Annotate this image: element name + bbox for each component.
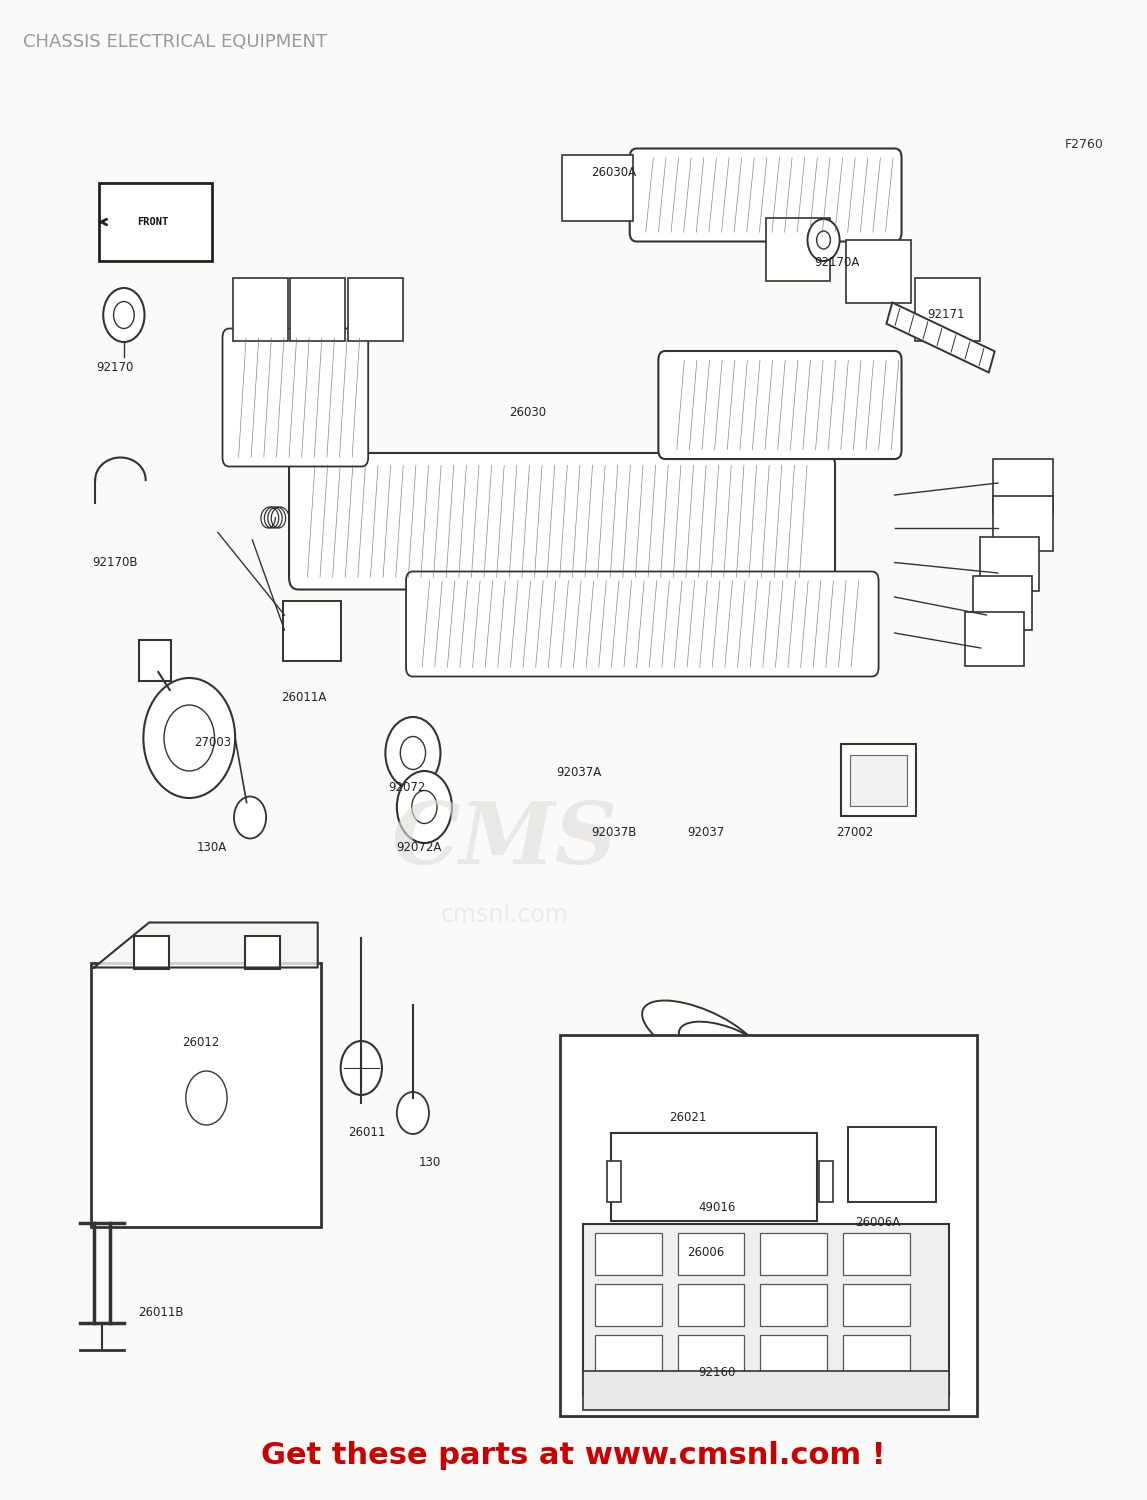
Circle shape [341,1041,382,1095]
FancyBboxPatch shape [595,1335,662,1377]
FancyBboxPatch shape [223,328,368,466]
Circle shape [234,796,266,838]
FancyBboxPatch shape [233,278,288,340]
Text: 130A: 130A [197,842,227,854]
FancyBboxPatch shape [819,1161,833,1202]
Text: Get these parts at www.cmsnl.com !: Get these parts at www.cmsnl.com ! [262,1440,885,1470]
Text: CMS: CMS [391,798,618,882]
FancyBboxPatch shape [595,1284,662,1326]
FancyBboxPatch shape [993,496,1053,550]
FancyBboxPatch shape [973,576,1032,630]
Text: 92037A: 92037A [556,766,602,778]
FancyBboxPatch shape [848,1126,936,1202]
FancyBboxPatch shape [562,154,633,220]
FancyBboxPatch shape [843,1233,910,1275]
Text: 92037: 92037 [687,827,724,839]
FancyBboxPatch shape [583,1224,949,1395]
FancyBboxPatch shape [91,963,321,1227]
Text: 92072: 92072 [389,782,426,794]
FancyBboxPatch shape [965,612,1024,666]
Text: 26011A: 26011A [281,692,327,703]
Text: 26006: 26006 [687,1246,724,1258]
Circle shape [103,288,145,342]
Text: cmsnl.com: cmsnl.com [440,903,569,927]
FancyBboxPatch shape [583,1371,949,1410]
FancyBboxPatch shape [843,1335,910,1377]
Text: FRONT: FRONT [136,217,169,226]
FancyBboxPatch shape [134,936,169,969]
FancyBboxPatch shape [760,1233,827,1275]
Circle shape [397,1092,429,1134]
Circle shape [186,1071,227,1125]
Text: 26011: 26011 [349,1126,385,1138]
FancyBboxPatch shape [915,278,980,340]
FancyBboxPatch shape [139,640,171,681]
Circle shape [817,231,830,249]
Text: 92170: 92170 [96,362,133,374]
Text: 26006A: 26006A [855,1216,900,1228]
Circle shape [400,736,426,770]
Text: 26012: 26012 [182,1036,219,1048]
Text: 92160: 92160 [699,1366,735,1378]
Text: 49016: 49016 [699,1202,735,1214]
FancyBboxPatch shape [760,1284,827,1326]
FancyBboxPatch shape [766,217,830,280]
Circle shape [397,771,452,843]
FancyBboxPatch shape [560,1035,977,1416]
Text: 26030A: 26030A [591,166,637,178]
FancyBboxPatch shape [611,1132,817,1221]
FancyBboxPatch shape [850,754,907,806]
Text: 26011B: 26011B [138,1306,184,1318]
FancyBboxPatch shape [980,537,1039,591]
FancyBboxPatch shape [846,240,911,303]
FancyBboxPatch shape [348,278,403,340]
Ellipse shape [679,1022,772,1074]
Text: CHASSIS ELECTRICAL EQUIPMENT: CHASSIS ELECTRICAL EQUIPMENT [23,33,327,51]
Ellipse shape [642,1000,763,1072]
FancyBboxPatch shape [283,602,341,662]
Circle shape [164,705,214,771]
Circle shape [114,302,134,328]
Circle shape [385,717,440,789]
Text: 27002: 27002 [836,827,873,839]
FancyBboxPatch shape [290,278,345,340]
Text: F2760: F2760 [1064,138,1103,152]
Text: 130: 130 [419,1156,442,1168]
FancyBboxPatch shape [678,1233,744,1275]
Polygon shape [887,303,994,372]
FancyBboxPatch shape [760,1335,827,1377]
Text: 92170A: 92170A [814,256,860,268]
Text: 26021: 26021 [670,1112,707,1124]
Text: 92171: 92171 [928,309,965,321]
FancyBboxPatch shape [993,459,1053,513]
Text: 92072A: 92072A [396,842,442,854]
FancyBboxPatch shape [678,1284,744,1326]
FancyBboxPatch shape [658,351,902,459]
Circle shape [412,790,437,824]
FancyBboxPatch shape [99,183,212,261]
FancyBboxPatch shape [245,936,280,969]
Circle shape [143,678,235,798]
FancyBboxPatch shape [841,744,916,816]
Text: 92037B: 92037B [591,827,637,839]
Circle shape [807,219,840,261]
FancyBboxPatch shape [607,1161,621,1202]
FancyBboxPatch shape [289,453,835,590]
FancyBboxPatch shape [630,148,902,242]
Text: 92170B: 92170B [92,556,138,568]
Polygon shape [94,922,318,968]
Text: 27003: 27003 [194,736,231,748]
FancyBboxPatch shape [406,572,879,676]
FancyBboxPatch shape [595,1233,662,1275]
FancyBboxPatch shape [843,1284,910,1326]
Text: 26030: 26030 [509,406,546,418]
FancyBboxPatch shape [678,1335,744,1377]
